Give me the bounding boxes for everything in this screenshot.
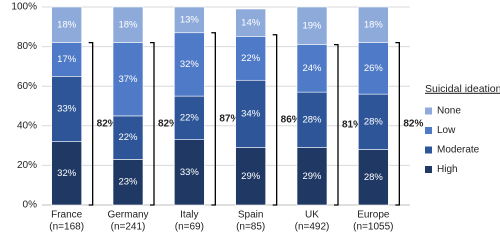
y-tick-label: 60% bbox=[17, 81, 37, 92]
data-label: 28% bbox=[364, 172, 384, 183]
bar-segment bbox=[174, 6, 205, 34]
data-label: 32% bbox=[180, 59, 200, 70]
bar-segment bbox=[235, 8, 266, 37]
x-tick-label: Europe bbox=[357, 210, 390, 221]
data-label: 13% bbox=[180, 14, 200, 25]
bracket-label: 82% bbox=[403, 118, 423, 129]
data-label: 22% bbox=[241, 53, 261, 64]
bracket bbox=[334, 43, 339, 206]
bracket bbox=[211, 32, 216, 206]
bar-segment bbox=[296, 91, 328, 148]
y-tick-label: 80% bbox=[17, 41, 37, 52]
data-label: 22% bbox=[180, 112, 200, 123]
data-label: 18% bbox=[364, 19, 384, 30]
data-label: 37% bbox=[118, 74, 138, 85]
bracket-label: 81% bbox=[342, 119, 362, 130]
bracket-label: 86% bbox=[281, 115, 301, 126]
data-label: 22% bbox=[118, 132, 138, 143]
x-tick-label: UK bbox=[305, 210, 319, 221]
bar-segment bbox=[51, 141, 82, 206]
x-tick-label: Germany bbox=[107, 210, 148, 221]
data-label: 29% bbox=[241, 171, 261, 182]
x-tick-sublabel: (n=168) bbox=[49, 222, 84, 233]
bar-segment bbox=[112, 6, 144, 43]
data-label: 28% bbox=[302, 114, 322, 125]
x-tick-sublabel: (n=492) bbox=[295, 222, 330, 233]
bar-segment bbox=[296, 147, 328, 206]
bar-segment bbox=[51, 6, 82, 43]
legend-swatch bbox=[425, 107, 432, 115]
data-label: 29% bbox=[302, 171, 322, 182]
data-label: 34% bbox=[241, 108, 261, 119]
bar-segment bbox=[358, 149, 389, 206]
legend-label: None bbox=[437, 106, 461, 117]
bracket bbox=[150, 41, 155, 206]
bracket-label: 82% bbox=[97, 118, 117, 129]
x-tick-label: Italy bbox=[180, 210, 198, 221]
legend-label: High bbox=[437, 164, 458, 175]
bar-segment bbox=[112, 159, 144, 206]
data-label: 32% bbox=[57, 168, 77, 179]
x-tick-sublabel: (n=85) bbox=[236, 222, 265, 233]
x-tick-sublabel: (n=69) bbox=[175, 222, 204, 233]
data-label: 19% bbox=[302, 20, 322, 31]
x-tick-label: France bbox=[51, 210, 83, 221]
bar-segment bbox=[358, 42, 389, 95]
data-label: 18% bbox=[118, 19, 138, 30]
bracket bbox=[88, 41, 94, 206]
x-tick-sublabel: (n=1055) bbox=[353, 222, 393, 233]
bar-segment bbox=[358, 6, 389, 43]
y-tick-label: 40% bbox=[17, 120, 37, 131]
bracket-label: 87% bbox=[219, 114, 239, 125]
data-label: 14% bbox=[241, 17, 261, 28]
chart: Suicidal ideation 0% 20% 40% 60% 80% 100% 32% 3… bbox=[11, 2, 500, 233]
legend-swatch bbox=[425, 127, 432, 134]
legend-label: Moderate bbox=[437, 145, 480, 156]
x-tick-label: Spain bbox=[238, 210, 264, 221]
data-label: 26% bbox=[364, 63, 384, 74]
bar-segment bbox=[235, 147, 266, 206]
legend-title: Suicidal ideation bbox=[425, 83, 500, 95]
data-label: 18% bbox=[57, 19, 77, 30]
data-label: 28% bbox=[364, 116, 384, 127]
bar-segment bbox=[112, 42, 144, 117]
bar-segment bbox=[296, 6, 328, 45]
y-tick-label: 0% bbox=[23, 200, 38, 211]
bar-segment bbox=[112, 115, 144, 160]
legend-label: Low bbox=[437, 125, 456, 136]
bar-segment bbox=[174, 32, 205, 97]
bar-segment bbox=[296, 44, 328, 93]
y-tick-label: 100% bbox=[11, 2, 37, 13]
bracket bbox=[272, 34, 278, 206]
bar-segment bbox=[358, 93, 389, 150]
data-label: 17% bbox=[57, 54, 77, 65]
legend-swatch bbox=[425, 166, 432, 173]
bar-segment bbox=[174, 139, 205, 206]
legend-swatch bbox=[425, 146, 432, 154]
bracket-label: 82% bbox=[158, 118, 178, 129]
bracket bbox=[395, 41, 400, 206]
data-label: 33% bbox=[180, 167, 200, 178]
x-tick-sublabel: (n=241) bbox=[111, 222, 146, 233]
y-tick-label: 20% bbox=[17, 160, 37, 171]
bar-segment bbox=[51, 76, 82, 142]
data-label: 24% bbox=[302, 63, 322, 74]
bar-segment bbox=[51, 42, 82, 77]
data-label: 23% bbox=[118, 177, 138, 188]
data-label: 33% bbox=[57, 103, 77, 114]
